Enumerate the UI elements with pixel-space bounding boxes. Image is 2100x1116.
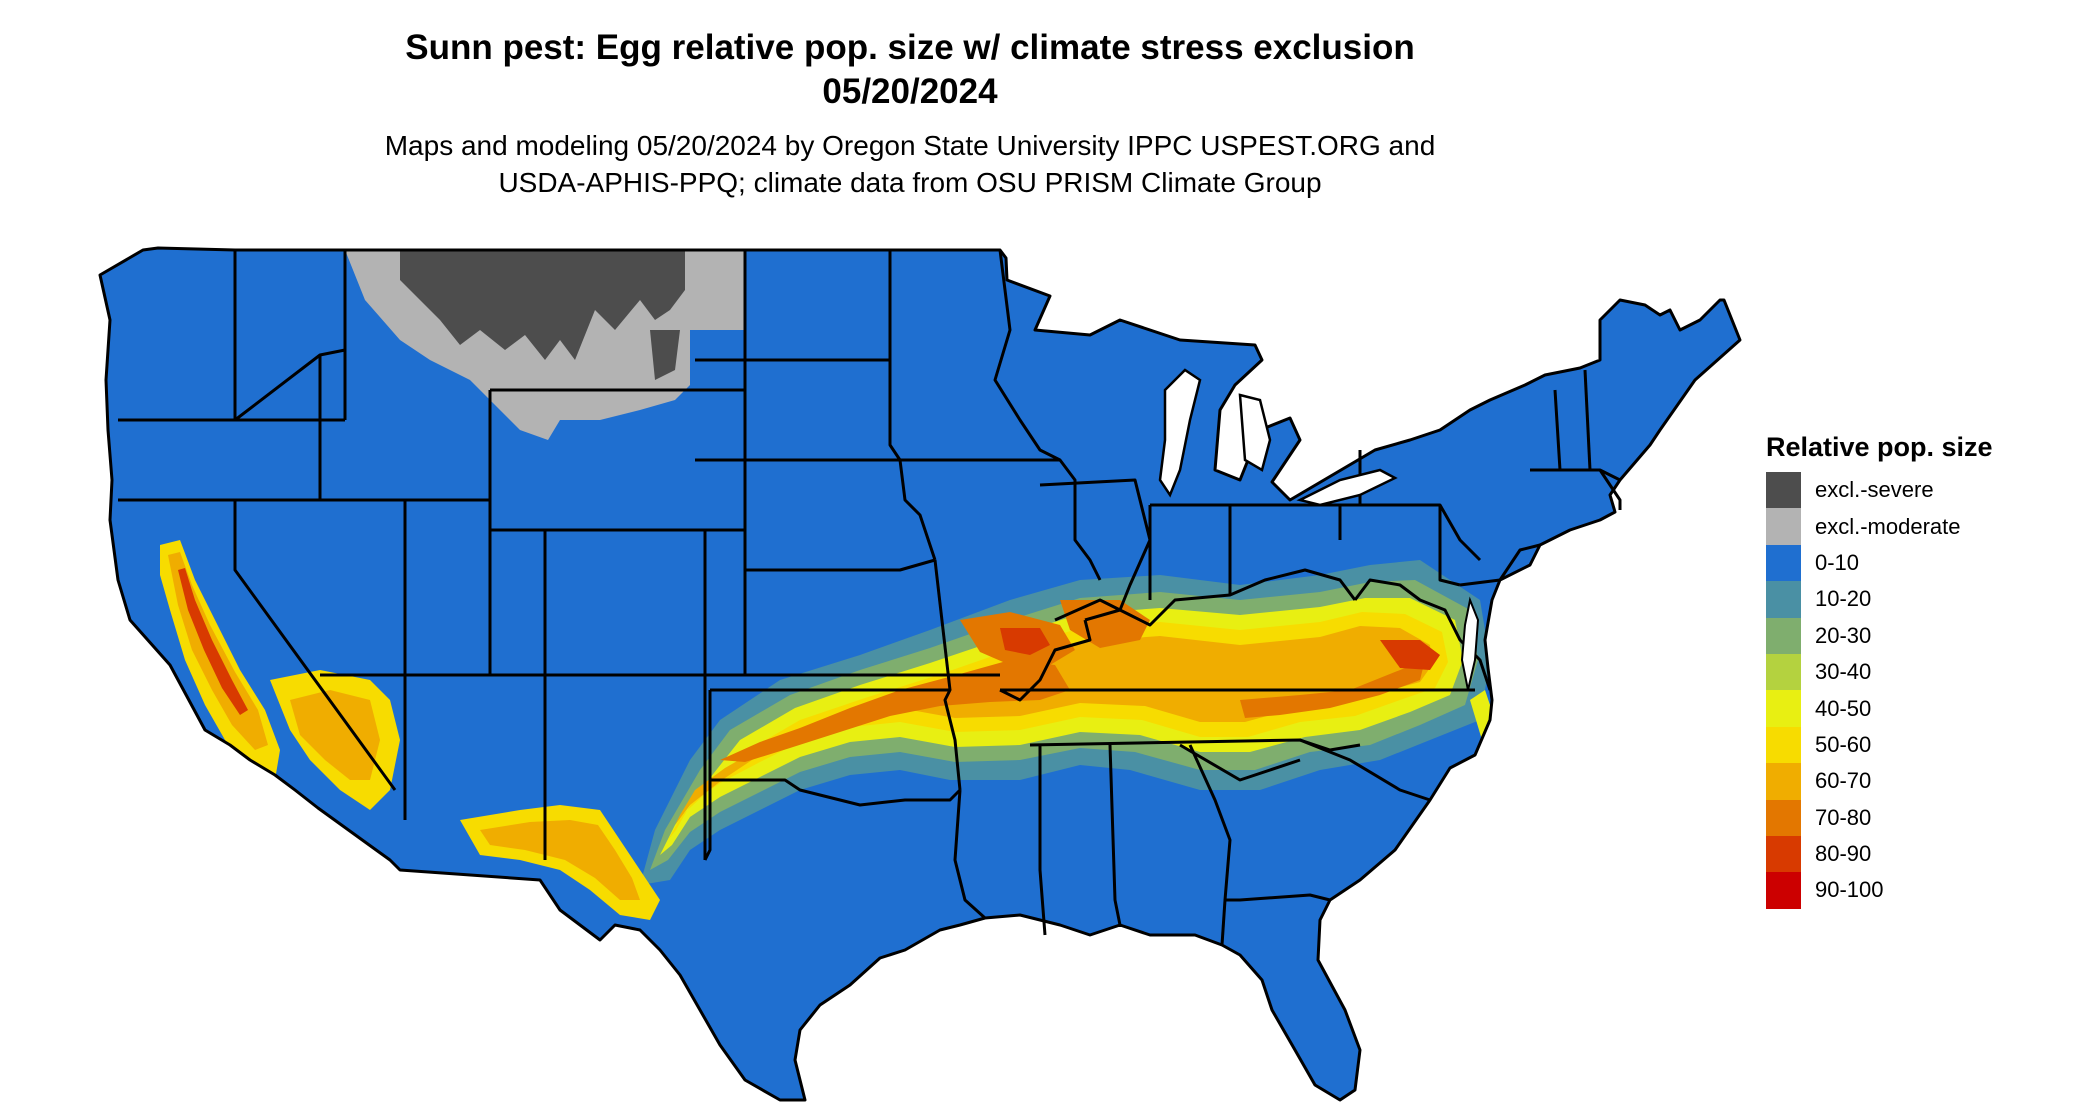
legend-swatch <box>1766 472 1801 509</box>
legend-label: 10-20 <box>1815 586 1872 612</box>
legend-label: 90-100 <box>1815 877 1884 903</box>
legend-label: 80-90 <box>1815 841 1872 867</box>
legend-title: Relative pop. size <box>1766 432 1993 462</box>
lake-huron <box>1238 393 1272 472</box>
legend-swatch <box>1766 726 1801 764</box>
us-outline <box>98 246 1742 1102</box>
legend-label: excl.-severe <box>1815 477 1934 503</box>
legend-swatch <box>1766 581 1801 618</box>
legend-entry: 20-30 <box>1766 617 2086 654</box>
legend-label: 0-10 <box>1815 549 1860 575</box>
legend-entry: 10-20 <box>1766 581 2086 618</box>
legend-swatch <box>1766 835 1801 873</box>
legend-entry: 50-60 <box>1766 726 2086 764</box>
legend-label: 20-30 <box>1815 622 1872 648</box>
california-suitability <box>160 540 400 810</box>
legend-entry: 70-80 <box>1766 799 2086 836</box>
map-credit-line-1: Maps and modeling 05/20/2024 by Oregon S… <box>384 130 1436 161</box>
map-credit-line-2: USDA-APHIS-PPQ; climate data from OSU PR… <box>498 167 1322 198</box>
legend-label: 30-40 <box>1815 659 1872 685</box>
legend-entry: 40-50 <box>1766 690 2086 727</box>
great-lakes <box>1158 368 1398 507</box>
legend: Relative pop. size excl.-severe excl.-mod… <box>1766 430 2086 909</box>
state-boundaries <box>98 246 1742 1102</box>
legend-swatch <box>1766 872 1801 909</box>
chesapeake-bay <box>1460 596 1480 691</box>
legend-swatch <box>1766 653 1801 691</box>
exclusion-zone <box>345 250 745 440</box>
legend-label: excl.-moderate <box>1815 513 1961 539</box>
excl-severe-region <box>400 250 685 360</box>
legend-label: 50-60 <box>1815 731 1872 757</box>
southwest-suitability <box>460 805 660 920</box>
legend-swatch <box>1766 763 1801 800</box>
legend-swatch <box>1766 544 1801 582</box>
legend-entry: 0-10 <box>1766 544 2086 582</box>
excl-moderate-region-2 <box>685 250 745 330</box>
legend-swatch <box>1766 617 1801 654</box>
legend-entry: 80-90 <box>1766 835 2086 873</box>
legend-swatch <box>1766 799 1801 836</box>
legend-entry: 60-70 <box>1766 763 2086 800</box>
legend-entry: 30-40 <box>1766 653 2086 691</box>
map-date: 05/20/2024 <box>822 72 998 111</box>
legend-entry: excl.-moderate <box>1766 508 2086 545</box>
legend-rows: excl.-severe excl.-moderate 0-10 10-20 20-30… <box>1766 472 2086 909</box>
legend-label: 40-50 <box>1815 695 1872 721</box>
legend-label: 70-80 <box>1815 804 1872 830</box>
map-title: Sunn pest: Egg relative pop. size w/ cli… <box>405 28 1415 67</box>
legend-entry: excl.-severe <box>1766 472 2086 509</box>
legend-swatch <box>1766 508 1801 545</box>
lake-michigan <box>1158 368 1202 498</box>
legend-entry: 90-100 <box>1766 872 2086 909</box>
legend-swatch <box>1766 690 1801 727</box>
legend-label: 60-70 <box>1815 768 1872 794</box>
suitability-band <box>640 560 1495 885</box>
lake-erie <box>1296 468 1398 507</box>
